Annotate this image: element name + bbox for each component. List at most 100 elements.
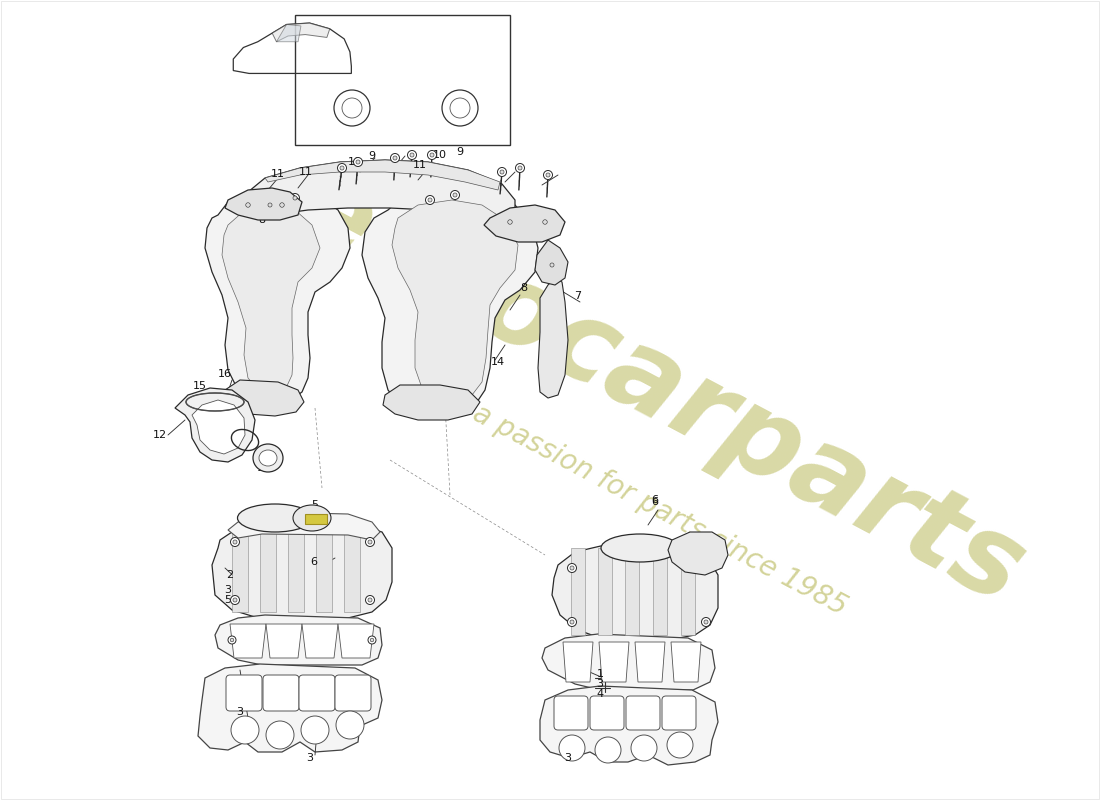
FancyBboxPatch shape	[299, 675, 336, 711]
Text: 3: 3	[596, 679, 604, 689]
Circle shape	[290, 194, 299, 202]
Polygon shape	[392, 200, 518, 402]
Circle shape	[568, 563, 576, 573]
Circle shape	[338, 163, 346, 173]
Circle shape	[702, 618, 711, 626]
Ellipse shape	[293, 505, 331, 531]
Circle shape	[245, 202, 251, 207]
Polygon shape	[272, 23, 330, 42]
Text: 10: 10	[348, 157, 362, 167]
FancyBboxPatch shape	[263, 675, 299, 711]
Circle shape	[340, 166, 344, 170]
Circle shape	[451, 190, 460, 199]
Polygon shape	[222, 205, 320, 395]
Circle shape	[704, 620, 708, 624]
Polygon shape	[542, 634, 715, 690]
Text: 9: 9	[456, 147, 463, 157]
Text: 3: 3	[564, 753, 572, 763]
Polygon shape	[288, 528, 304, 612]
Text: 2: 2	[227, 570, 233, 580]
Circle shape	[336, 711, 364, 739]
Circle shape	[393, 156, 397, 160]
Polygon shape	[265, 160, 500, 190]
Circle shape	[702, 563, 711, 573]
Circle shape	[277, 200, 287, 210]
Polygon shape	[538, 278, 568, 398]
Text: 11: 11	[271, 169, 285, 179]
Circle shape	[368, 540, 372, 544]
Polygon shape	[484, 205, 565, 242]
Polygon shape	[535, 240, 568, 285]
Circle shape	[407, 150, 417, 159]
Circle shape	[518, 166, 522, 170]
Text: 3: 3	[236, 707, 243, 717]
Text: 7: 7	[574, 291, 582, 301]
Polygon shape	[362, 188, 538, 418]
Text: 4: 4	[596, 689, 604, 699]
Circle shape	[508, 220, 513, 224]
FancyBboxPatch shape	[226, 675, 262, 711]
Polygon shape	[671, 642, 701, 682]
Polygon shape	[198, 664, 382, 752]
Circle shape	[516, 163, 525, 173]
Circle shape	[353, 158, 363, 166]
Text: 11: 11	[412, 160, 427, 170]
Circle shape	[540, 217, 550, 227]
Polygon shape	[552, 545, 718, 640]
Text: 5: 5	[311, 500, 319, 510]
Circle shape	[542, 220, 548, 224]
Polygon shape	[600, 642, 629, 682]
Circle shape	[428, 150, 437, 159]
Ellipse shape	[258, 450, 277, 466]
Circle shape	[233, 540, 236, 544]
Polygon shape	[540, 686, 718, 765]
Circle shape	[365, 538, 374, 546]
Circle shape	[231, 716, 258, 744]
Polygon shape	[276, 25, 301, 42]
Polygon shape	[228, 512, 380, 540]
Text: 3: 3	[307, 753, 314, 763]
Text: 6: 6	[651, 497, 659, 507]
Text: a passion for parts since 1985: a passion for parts since 1985	[469, 399, 851, 621]
Circle shape	[546, 173, 550, 177]
Bar	[305, 514, 327, 524]
Polygon shape	[205, 188, 350, 406]
Bar	[295, 15, 510, 145]
Polygon shape	[232, 528, 248, 612]
Circle shape	[243, 200, 253, 210]
Circle shape	[428, 198, 432, 202]
FancyBboxPatch shape	[554, 696, 588, 730]
Circle shape	[301, 716, 329, 744]
Circle shape	[568, 618, 576, 626]
Circle shape	[265, 201, 275, 210]
Ellipse shape	[253, 444, 283, 472]
Polygon shape	[338, 624, 374, 658]
Circle shape	[268, 203, 272, 207]
Polygon shape	[383, 385, 480, 420]
Circle shape	[570, 566, 574, 570]
Circle shape	[390, 154, 399, 162]
Polygon shape	[653, 548, 667, 635]
Text: 8: 8	[258, 215, 265, 225]
Text: eurocarparts: eurocarparts	[277, 153, 1043, 627]
Polygon shape	[571, 548, 585, 635]
Polygon shape	[192, 400, 245, 454]
Circle shape	[704, 566, 708, 570]
Circle shape	[667, 732, 693, 758]
Circle shape	[430, 153, 434, 157]
Circle shape	[595, 737, 621, 763]
Circle shape	[570, 620, 574, 624]
Polygon shape	[598, 548, 612, 635]
Circle shape	[365, 595, 374, 605]
Text: 3: 3	[224, 585, 231, 595]
Polygon shape	[238, 160, 515, 222]
Circle shape	[631, 735, 657, 761]
Ellipse shape	[238, 504, 312, 532]
Text: 4: 4	[613, 540, 619, 550]
Polygon shape	[230, 624, 266, 658]
Circle shape	[279, 202, 284, 207]
Polygon shape	[302, 624, 338, 658]
Text: 5: 5	[224, 595, 231, 605]
Circle shape	[231, 538, 240, 546]
Circle shape	[505, 217, 515, 227]
